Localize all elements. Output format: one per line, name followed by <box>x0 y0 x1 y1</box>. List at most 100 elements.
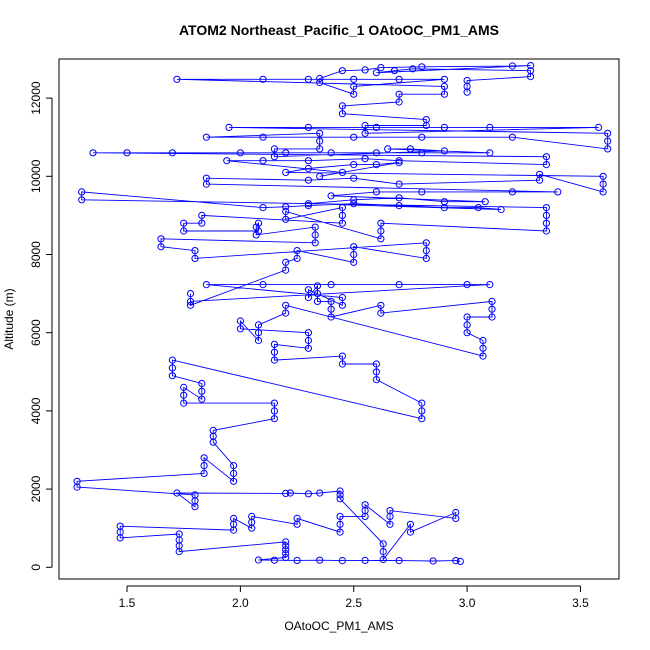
data-point <box>180 227 188 235</box>
data-point <box>479 352 487 360</box>
data-point <box>379 540 387 548</box>
data-point <box>282 550 290 558</box>
data-point <box>422 254 430 262</box>
data-point <box>316 556 324 564</box>
data-point <box>418 188 426 196</box>
data-point <box>395 159 403 167</box>
x-tick-label: 1.5 <box>119 596 136 610</box>
data-point <box>198 219 206 227</box>
data-point <box>336 528 344 536</box>
data-point <box>316 145 324 153</box>
data-point <box>379 548 387 556</box>
data-point <box>422 116 430 124</box>
data-point <box>377 235 385 243</box>
data-point <box>200 469 208 477</box>
data-point <box>259 75 267 83</box>
data-point <box>463 313 471 321</box>
x-tick-label: 2.0 <box>232 596 249 610</box>
data-point <box>270 153 278 161</box>
data-point <box>372 368 380 376</box>
data-point <box>89 149 97 157</box>
data-point <box>198 379 206 388</box>
data-point <box>259 204 267 212</box>
data-point <box>338 293 346 302</box>
data-point <box>191 491 199 499</box>
data-point <box>327 297 335 305</box>
data-point <box>336 512 344 521</box>
data-point <box>350 200 358 208</box>
data-point <box>361 501 369 509</box>
data-point <box>230 462 238 470</box>
data-point <box>282 553 290 562</box>
data-point <box>452 508 460 517</box>
data-point <box>316 489 324 497</box>
data-point <box>175 530 183 538</box>
data-point <box>372 376 380 384</box>
data-point <box>395 557 403 565</box>
data-point <box>395 98 403 106</box>
data-point <box>173 75 181 83</box>
data-point <box>486 123 494 132</box>
data-point <box>456 557 464 566</box>
data-point <box>481 198 489 206</box>
data-point <box>350 258 358 266</box>
data-point <box>384 145 392 153</box>
data-point <box>304 490 312 498</box>
data-point <box>395 90 403 98</box>
data-point <box>336 487 344 495</box>
data-point <box>390 67 399 75</box>
plot-frame <box>58 58 620 580</box>
data-point <box>406 145 414 153</box>
data-point <box>311 223 319 231</box>
data-point <box>395 281 403 289</box>
y-tick-label: 2000 <box>29 475 43 502</box>
data-point <box>486 281 494 289</box>
data-point <box>372 360 380 368</box>
data-point <box>361 66 369 74</box>
x-axis: 1.5 2.0 2.5 3.0 3.5 <box>119 585 589 610</box>
data-point <box>316 137 324 145</box>
data-point <box>418 133 426 141</box>
data-point <box>452 557 460 565</box>
data-point <box>304 329 312 337</box>
data-point <box>198 211 206 219</box>
data-point <box>338 110 346 118</box>
data-point <box>304 293 312 302</box>
data-point <box>527 73 535 81</box>
data-point <box>311 239 319 247</box>
data-point <box>230 477 238 485</box>
data-point <box>313 290 322 298</box>
data-point <box>202 281 210 289</box>
data-point <box>304 176 312 184</box>
data-point <box>123 149 131 157</box>
data-point <box>157 243 165 251</box>
data-point <box>377 309 385 317</box>
data-point <box>282 301 290 309</box>
data-point <box>336 520 344 528</box>
data-point <box>293 247 301 255</box>
y-tick-label: 0 <box>29 564 43 571</box>
data-point <box>78 188 86 196</box>
data-point <box>282 168 290 176</box>
data-point <box>338 211 346 219</box>
data-point <box>270 340 278 348</box>
data-point <box>254 321 263 329</box>
data-point <box>599 188 607 196</box>
data-point <box>361 556 369 565</box>
data-point <box>338 301 346 309</box>
data-point <box>180 399 188 407</box>
data-point <box>508 62 517 70</box>
data-point <box>316 74 324 83</box>
data-point <box>282 538 290 546</box>
data-point <box>282 542 290 550</box>
x-tick-label: 2.5 <box>345 596 362 610</box>
data-point <box>282 215 290 223</box>
data-point <box>180 383 188 391</box>
data-point <box>313 282 322 290</box>
data-point <box>486 149 494 157</box>
data-point <box>395 75 403 83</box>
data-point <box>270 399 278 407</box>
data-point <box>259 157 267 165</box>
data-point <box>422 247 430 255</box>
data-point <box>406 528 414 536</box>
